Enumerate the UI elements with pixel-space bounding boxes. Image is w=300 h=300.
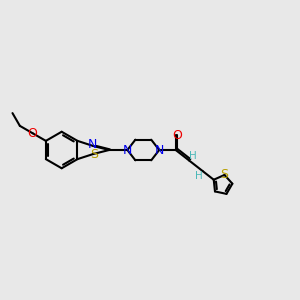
Text: N: N [88, 138, 98, 151]
Text: O: O [28, 127, 38, 140]
Text: H: H [189, 151, 196, 161]
Text: O: O [172, 129, 182, 142]
Text: S: S [90, 148, 98, 161]
Text: S: S [220, 168, 229, 182]
Text: N: N [123, 143, 132, 157]
Text: H: H [195, 171, 203, 181]
Text: N: N [154, 143, 164, 157]
